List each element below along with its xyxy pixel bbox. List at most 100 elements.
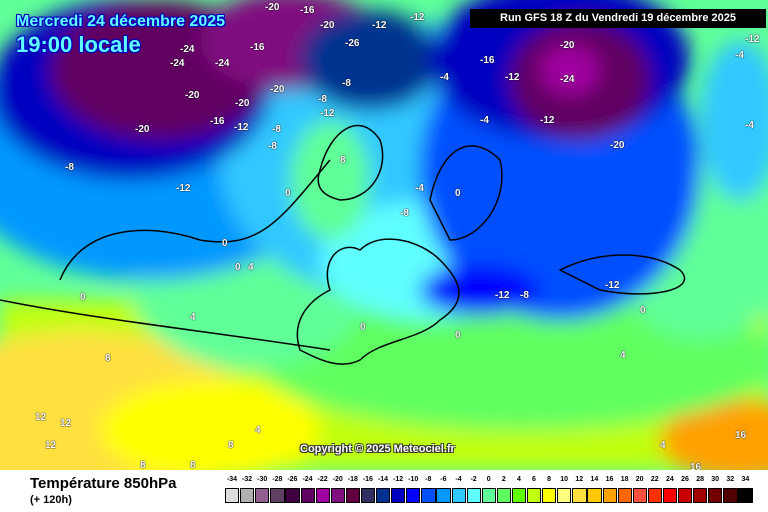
- temperature-value-label: -4: [415, 183, 424, 194]
- temperature-value-label: 0: [222, 238, 228, 249]
- temperature-value-label: -24: [215, 58, 230, 69]
- legend-label: 10: [560, 476, 569, 483]
- legend-label: 26: [681, 476, 689, 483]
- model-run-info: Run GFS 18 Z du Vendredi 19 décembre 202…: [470, 9, 766, 28]
- legend-label: -10: [408, 476, 419, 483]
- legend-swatch: [255, 488, 270, 503]
- forecast-step: (+ 120h): [30, 494, 72, 506]
- legend-swatch: [225, 488, 240, 503]
- temperature-value-label: 12: [60, 418, 72, 429]
- temperature-value-label: -24: [180, 44, 195, 55]
- temperature-value-label: 4: [255, 425, 261, 436]
- temperature-value-label: -12: [320, 108, 335, 119]
- legend-swatch: [647, 488, 663, 503]
- temperature-value-label: 0: [360, 322, 366, 333]
- temperature-value-label: -8: [268, 141, 277, 152]
- temperature-value-label: 0: [455, 330, 461, 341]
- legend-swatch: [708, 488, 723, 503]
- legend-swatch: [723, 488, 738, 503]
- legend-label: 28: [696, 476, 704, 483]
- temperature-value-label: -8: [272, 124, 281, 135]
- legend-label: -12: [393, 476, 404, 483]
- legend-swatch: [240, 488, 255, 503]
- legend-label: -28: [272, 476, 283, 483]
- temperature-value-label: -26: [345, 38, 360, 49]
- temperature-value-label: -12: [605, 280, 620, 291]
- legend-swatch: [678, 488, 693, 503]
- legend-label: -8: [425, 476, 432, 483]
- temperature-value-label: -8: [342, 78, 351, 89]
- temperature-value-label: -24: [560, 74, 575, 85]
- legend-label: 32: [726, 476, 735, 483]
- legend-swatch: [496, 488, 512, 503]
- legend-label: -30: [257, 476, 268, 483]
- temperature-value-label: -16: [250, 42, 265, 53]
- legend-swatch: [360, 488, 376, 503]
- temperature-value-label: 0: [235, 262, 241, 273]
- legend-swatch: [662, 488, 678, 503]
- legend-label: -34: [226, 476, 238, 483]
- temperature-value-label: 8: [140, 460, 146, 470]
- temperature-value-label: -4: [745, 120, 754, 131]
- legend-label: 2: [501, 476, 506, 483]
- temperature-value-label: -4: [480, 115, 489, 126]
- legend-swatch: [451, 488, 466, 503]
- temperature-value-label: -12: [234, 122, 249, 133]
- temperature-value-label: 0: [455, 188, 461, 199]
- legend-label: -32: [242, 476, 253, 483]
- temperature-value-label: 8: [105, 353, 111, 364]
- temperature-value-label: 12: [35, 412, 47, 423]
- legend-label: -2: [470, 476, 477, 483]
- legend-swatch: [300, 488, 315, 503]
- temperature-value-label: 0: [80, 292, 86, 303]
- legend-swatch: [617, 488, 632, 503]
- temperature-value-label: 4: [248, 262, 254, 273]
- legend-label: -24: [302, 476, 313, 483]
- temperature-value-label: -12: [495, 290, 510, 301]
- legend-label: -6: [440, 476, 447, 483]
- temperature-value-label: 0: [640, 305, 646, 316]
- legend-swatch: [406, 488, 421, 503]
- temperature-value-label: -20: [320, 20, 335, 31]
- legend-swatch: [572, 488, 587, 503]
- temperature-field: [0, 0, 768, 470]
- temperature-value-label: 4: [190, 312, 196, 323]
- temperature-value-label: -20: [265, 2, 280, 13]
- legend-swatch: [270, 488, 285, 503]
- legend-swatch: [557, 488, 572, 503]
- legend-swatch: [315, 488, 330, 503]
- temperature-value-label: -4: [440, 72, 449, 83]
- temperature-value-label: -16: [300, 5, 315, 16]
- legend-label: -26: [287, 476, 298, 483]
- temperature-value-label: 8: [190, 460, 196, 470]
- legend-swatch: [527, 488, 542, 503]
- legend-label: 30: [711, 476, 720, 483]
- legend-swatch: [738, 488, 753, 503]
- legend-swatch: [693, 488, 708, 503]
- temperature-value-label: -20: [560, 40, 575, 51]
- temperature-value-label: -24: [170, 58, 185, 69]
- coastlines: [0, 124, 686, 365]
- temperature-value-label: 4: [620, 350, 626, 361]
- temperature-value-label: -12: [372, 20, 387, 31]
- legend-label: 24: [665, 476, 674, 483]
- temperature-map: -20 -16 -20 -26 -12 -12 -24 -24 -24 -20 -20 -20 -16-…: [0, 0, 768, 470]
- forecast-time: 19:00 locale: [16, 32, 141, 57]
- temperature-value-label: -8: [520, 290, 529, 301]
- temperature-value-label: 4: [660, 440, 666, 451]
- legend-swatch: [587, 488, 602, 503]
- legend-label: 22: [650, 476, 659, 483]
- temperature-value-label: -8: [400, 208, 409, 219]
- legend-label: -14: [377, 476, 389, 483]
- temperature-value-label: -8: [65, 162, 74, 173]
- legend-label: -18: [347, 476, 358, 483]
- legend-swatch: [466, 488, 481, 503]
- legend-swatch: [542, 488, 557, 503]
- temperature-value-label: -20: [235, 98, 250, 109]
- legend-swatch: [632, 488, 647, 503]
- legend-label: 0: [486, 476, 491, 483]
- legend-swatch: [345, 488, 361, 503]
- temperature-value-label: -12: [745, 34, 760, 45]
- temperature-value-label: -12: [176, 183, 191, 194]
- temperature-value-label: -12: [540, 115, 555, 126]
